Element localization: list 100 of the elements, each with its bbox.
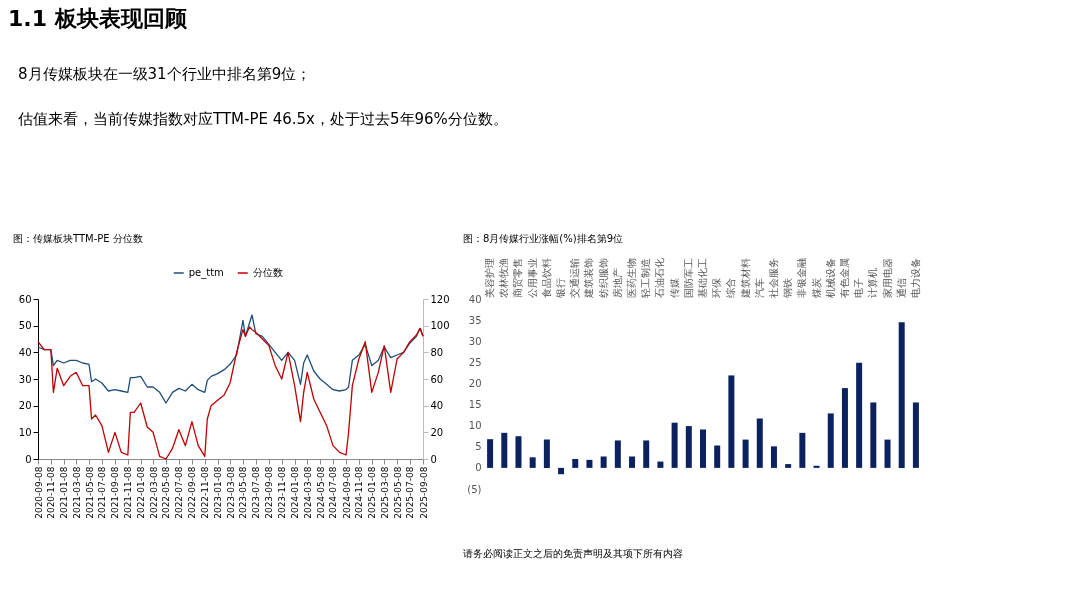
x-tick-label: 2025-09-08 — [418, 466, 429, 519]
chart-title: 图：传媒板块TTM-PE 分位数 — [13, 233, 143, 244]
bar — [515, 436, 522, 468]
bar — [742, 439, 749, 468]
x-tick-label: 汽车 — [753, 277, 765, 298]
x-tick-label: 2022-09-08 — [187, 466, 198, 519]
y2-tick-label: 0 — [430, 453, 437, 465]
x-tick-label: 2022-07-08 — [174, 466, 185, 519]
x-tick-label: 2021-07-08 — [97, 466, 108, 519]
x-tick-label: 纺织服饰 — [597, 257, 609, 298]
x-tick-label: 国防军工 — [682, 257, 694, 298]
x-tick-label: 环保 — [711, 277, 723, 298]
bar — [501, 432, 508, 468]
x-tick-label: 美容护理 — [484, 257, 496, 298]
bar — [756, 418, 763, 468]
y2-tick-label: 20 — [430, 426, 444, 438]
bar — [799, 432, 806, 468]
chart-title: 图：8月传媒行业涨幅(%)排名第9位 — [463, 233, 624, 244]
x-tick-label: 2025-01-08 — [367, 466, 378, 519]
x-tick-label: 2021-01-08 — [59, 466, 70, 519]
x-tick-label: 商贸零售 — [512, 257, 524, 298]
x-tick-label: 银行 — [555, 277, 567, 299]
bar — [572, 459, 579, 468]
y-tick-label: 10 — [468, 420, 482, 432]
y-tick-label: 30 — [18, 373, 32, 385]
y-tick-label: 10 — [18, 426, 32, 438]
text: 8月传媒板块在一级31个行业中排名第9位； — [18, 65, 312, 83]
x-tick-label: 2023-11-08 — [277, 466, 288, 519]
y-tick-label: 0 — [25, 453, 32, 465]
text: 估值来看，当前传媒指数对应TTM-PE 46.5x，处于过去5年96%分位数。 — [17, 110, 508, 128]
bar — [685, 426, 692, 468]
x-tick-label: 2023-07-08 — [251, 466, 262, 519]
x-tick-label: 2025-07-08 — [405, 466, 416, 519]
text: 请务必阅读正文之后的免责声明及其项下所有内容 — [463, 548, 683, 559]
x-tick-label: 轻工制造 — [640, 257, 652, 298]
bar — [671, 422, 678, 468]
bar — [700, 429, 706, 468]
x-tick-label: 医药生物 — [626, 257, 638, 298]
x-tick-label: 2025-05-08 — [392, 466, 403, 519]
y-tick-label: 0 — [475, 462, 482, 474]
y2-tick-label: 120 — [430, 293, 450, 305]
x-tick-label: 2022-11-08 — [200, 466, 211, 519]
legend-label: pe_ttm — [188, 267, 224, 279]
y-tick-label: 35 — [468, 314, 482, 326]
bar — [813, 465, 820, 468]
x-tick-label: 传媒 — [668, 277, 680, 298]
bar — [827, 413, 834, 468]
x-tick-label: 2023-01-08 — [213, 466, 224, 519]
x-tick-label: 2022-01-08 — [136, 466, 147, 519]
x-tick-label: 2020-09-08 — [33, 466, 44, 519]
y2-tick-label: 60 — [430, 373, 444, 385]
x-tick-label: 2024-07-08 — [328, 466, 339, 519]
x-tick-label: 电力设备 — [909, 257, 921, 298]
bar — [643, 440, 650, 468]
y-tick-label: 40 — [468, 293, 482, 305]
x-tick-label: 机械设备 — [824, 257, 836, 298]
legend-label: 分位数 — [252, 267, 283, 278]
bar — [600, 456, 607, 468]
bar — [487, 439, 494, 468]
y-tick-label: 40 — [18, 346, 32, 358]
x-tick-label: 食品饮料 — [540, 257, 552, 298]
bar — [785, 464, 792, 468]
x-tick-label: 房地产 — [611, 267, 623, 298]
x-tick-label: 2024-05-08 — [315, 466, 326, 519]
bar — [529, 457, 536, 468]
bar — [898, 322, 905, 468]
y2-tick-label: 80 — [430, 346, 444, 358]
bar — [543, 439, 550, 468]
x-tick-label: 石油石化 — [654, 257, 666, 298]
x-tick-label: 家用电器 — [881, 257, 893, 298]
x-tick-label: 建筑材料 — [739, 257, 751, 299]
bar — [770, 446, 777, 468]
x-tick-label: 2022-05-08 — [161, 466, 172, 519]
bar — [912, 402, 919, 468]
x-tick-label: 2021-05-08 — [84, 466, 95, 519]
bar — [841, 388, 848, 468]
y2-tick-label: 40 — [430, 400, 444, 412]
bar — [657, 461, 664, 468]
x-tick-label: 2024-03-08 — [302, 466, 313, 519]
x-tick-label: 有色金属 — [838, 257, 850, 298]
text: 1.1 板块表现回顾 — [8, 6, 188, 31]
y-tick-label: 20 — [468, 377, 482, 389]
x-tick-label: 2023-09-08 — [264, 466, 275, 519]
y-tick-label: 60 — [18, 293, 32, 305]
y-tick-label: 30 — [468, 335, 482, 347]
x-tick-label: 2021-11-08 — [123, 466, 134, 519]
x-tick-label: 2024-01-08 — [290, 466, 301, 519]
bar — [714, 445, 721, 468]
bar — [884, 439, 891, 468]
bar — [856, 362, 863, 468]
x-tick-label: 基础化工 — [697, 257, 708, 298]
x-tick-label: 社会服务 — [767, 257, 779, 298]
x-tick-label: 2024-09-08 — [341, 466, 352, 519]
x-tick-label: 2021-09-08 — [110, 466, 121, 519]
x-tick-label: 建筑装饰 — [583, 257, 595, 299]
x-tick-label: 电子 — [853, 277, 865, 298]
y-tick-label: 50 — [18, 320, 32, 332]
x-tick-label: 农林牧渔 — [498, 257, 510, 298]
bar — [558, 467, 565, 475]
y-tick-label: (5) — [467, 483, 482, 495]
